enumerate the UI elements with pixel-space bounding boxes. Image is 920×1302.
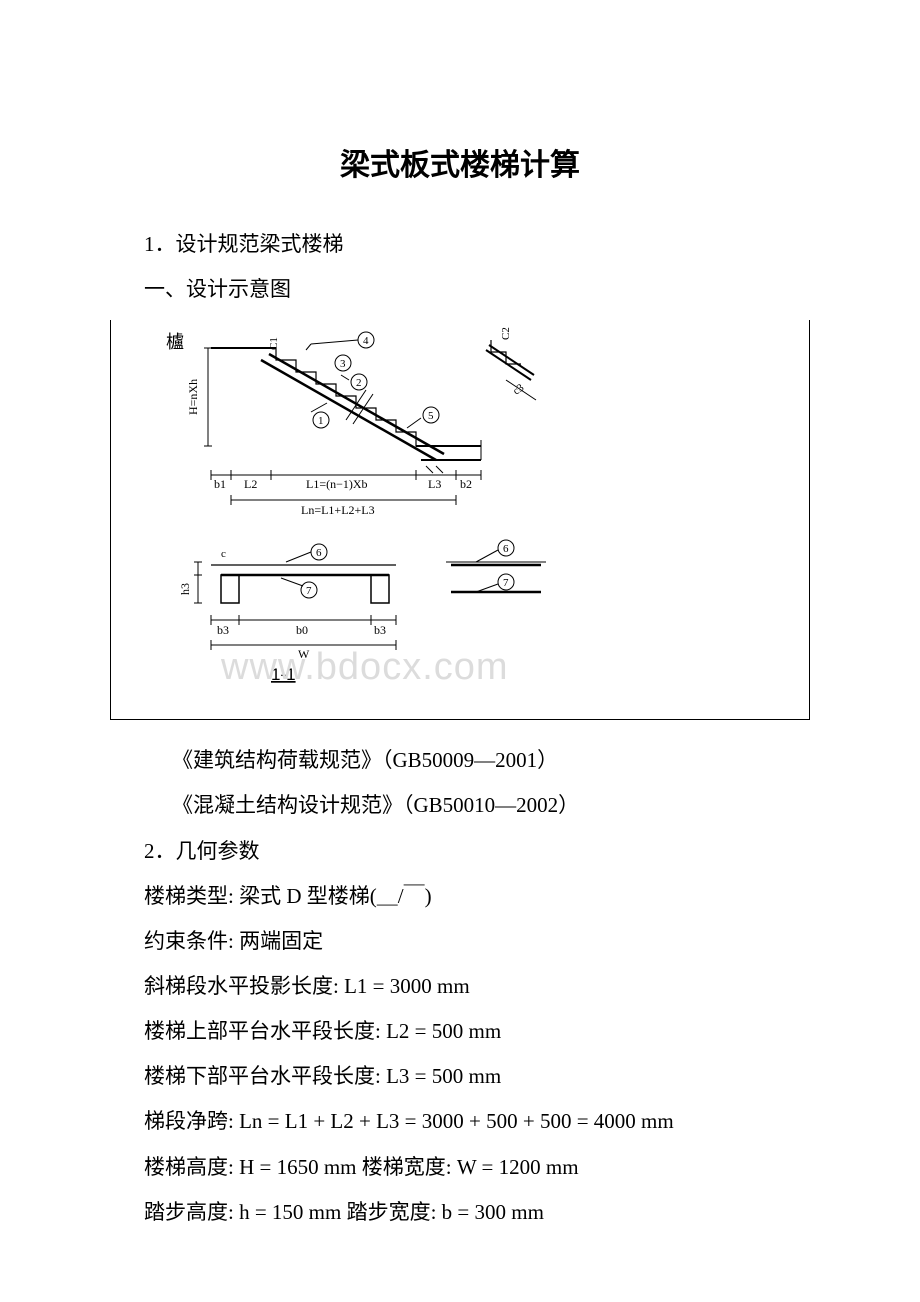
param-type: 楼梯类型: 梁式 D 型楼梯(＿/￣)	[144, 874, 810, 919]
dim-c: c	[221, 548, 226, 560]
diagram-svg: 櫨 H=nXh C1 1 2 3 4	[111, 320, 811, 720]
circle-1: 1	[318, 415, 324, 427]
param-L2: 楼梯上部平台水平段长度: L2 = 500 mm	[144, 1009, 810, 1054]
diagram-label-C2: C2	[500, 327, 512, 340]
section-label: 1-1	[271, 665, 296, 684]
param-constraint: 约束条件: 两端固定	[144, 919, 810, 964]
circle-6b: 6	[503, 543, 509, 555]
diagram-label-C3: c3	[511, 382, 527, 398]
section2-heading: 2．几何参数	[144, 829, 810, 874]
section1-sub: 一、设计示意图	[144, 267, 810, 312]
dim-L1: L1=(n−1)Xb	[306, 477, 368, 491]
circle-7a: 7	[306, 585, 312, 597]
dim-h3: h3	[178, 583, 192, 595]
page-title: 梁式板式楼梯计算	[110, 140, 810, 184]
dim-Ln: Ln=L1+L2+L3	[301, 503, 375, 517]
param-L1: 斜梯段水平投影长度: L1 = 3000 mm	[144, 964, 810, 1009]
ref-2: 《混凝土结构设计规范》（GB50010—2002）	[172, 783, 810, 828]
diagram-label-H: H=nXh	[186, 379, 200, 415]
circle-5: 5	[428, 410, 434, 422]
circle-3: 3	[340, 358, 346, 370]
circle-7b: 7	[503, 577, 509, 589]
dim-b2: b2	[460, 477, 472, 491]
circle-4: 4	[363, 335, 369, 347]
param-L3: 楼梯下部平台水平段长度: L3 = 500 mm	[144, 1054, 810, 1099]
dim-L2: L2	[244, 477, 257, 491]
circle-6a: 6	[316, 547, 322, 559]
param-HW: 楼梯高度: H = 1650 mm 楼梯宽度: W = 1200 mm	[144, 1145, 810, 1190]
diagram-label-C1: C1	[268, 337, 280, 350]
dim-b3l: b3	[217, 623, 229, 637]
param-hb: 踏步高度: h = 150 mm 踏步宽度: b = 300 mm	[144, 1190, 810, 1235]
diagram-container: 櫨 H=nXh C1 1 2 3 4	[110, 320, 810, 720]
section1-heading: 1．设计规范梁式楼梯	[144, 222, 810, 267]
dim-b0: b0	[296, 623, 308, 637]
circle-2: 2	[356, 377, 362, 389]
dim-W: W	[298, 647, 310, 661]
diagram-label-top: 櫨	[166, 332, 184, 352]
dim-b1: b1	[214, 477, 226, 491]
param-Ln: 梯段净跨: Ln = L1 + L2 + L3 = 3000 + 500 + 5…	[144, 1099, 810, 1144]
dim-L3: L3	[428, 477, 441, 491]
ref-1: 《建筑结构荷载规范》（GB50009—2001）	[172, 738, 810, 783]
dim-b3r: b3	[374, 623, 386, 637]
